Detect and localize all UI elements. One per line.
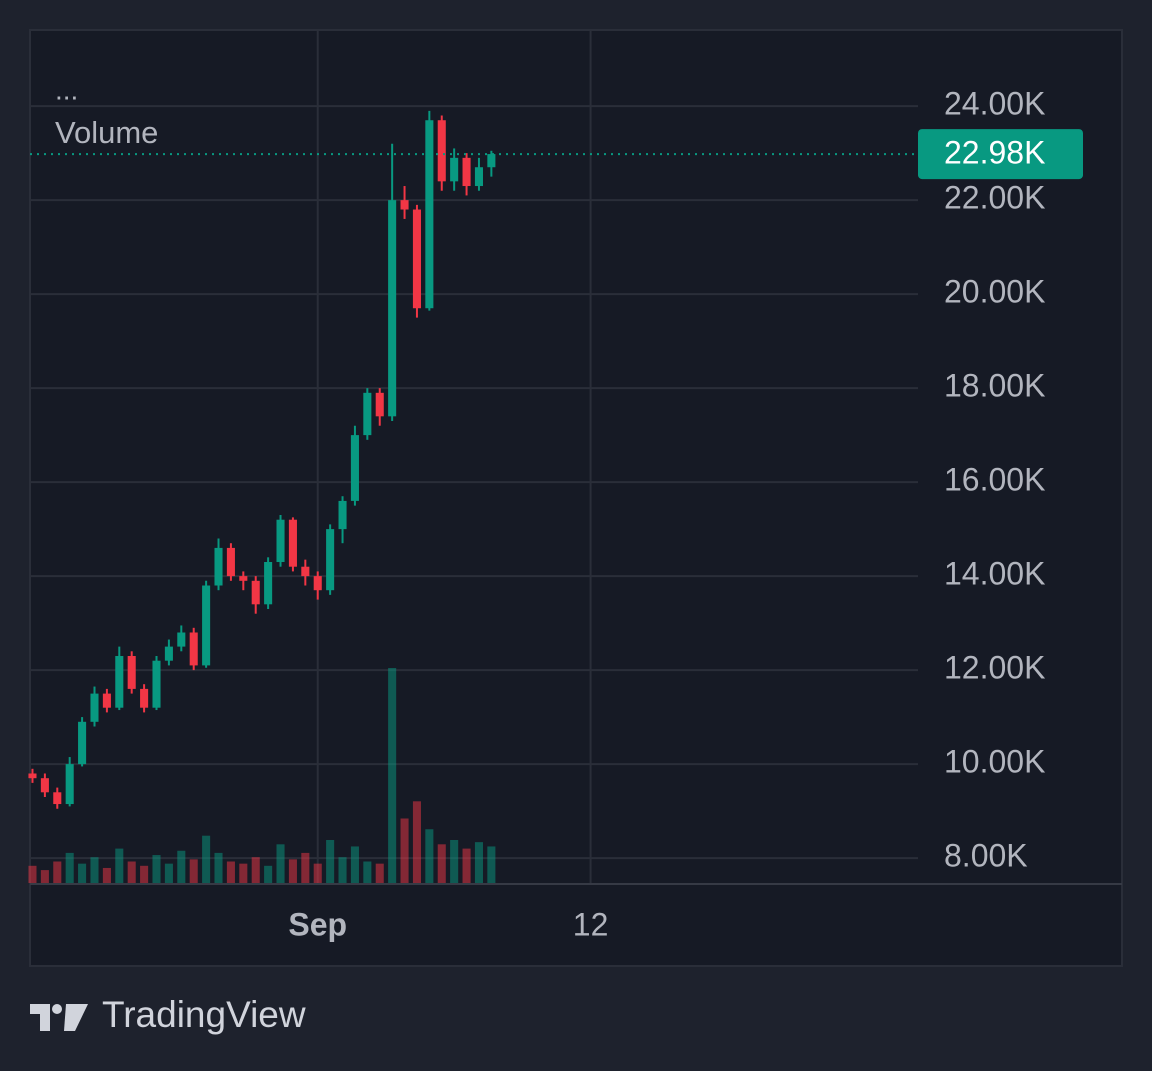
volume-bar bbox=[226, 861, 235, 883]
volume-bar bbox=[90, 857, 99, 883]
candle-body bbox=[177, 632, 186, 647]
volume-bar bbox=[78, 863, 87, 883]
candle-body bbox=[40, 778, 49, 793]
candle-body bbox=[375, 392, 384, 417]
candle-body bbox=[202, 585, 211, 666]
volume-bar bbox=[239, 863, 248, 883]
candle-body bbox=[338, 500, 347, 530]
brand-logo bbox=[30, 1004, 88, 1031]
volume-bar bbox=[214, 852, 223, 883]
volume-bar bbox=[301, 852, 310, 883]
y-tick-label: 16.00K bbox=[944, 462, 1045, 498]
volume-bar bbox=[251, 857, 260, 883]
volume-bar bbox=[313, 863, 322, 883]
volume-pane bbox=[28, 668, 496, 883]
volume-bar bbox=[425, 829, 434, 883]
volume-bar bbox=[127, 861, 136, 883]
candle-body bbox=[164, 646, 173, 661]
volume-label: Volume bbox=[55, 115, 158, 150]
volume-bar bbox=[350, 846, 359, 883]
candle-body bbox=[152, 660, 161, 708]
candle-body bbox=[264, 562, 273, 605]
volume-bar bbox=[363, 861, 372, 883]
candle-body bbox=[487, 154, 496, 168]
y-tick-label: 24.00K bbox=[944, 86, 1045, 122]
candle-body bbox=[226, 547, 235, 577]
grid bbox=[30, 30, 918, 883]
candle-body bbox=[276, 519, 285, 563]
y-tick-label: 18.00K bbox=[944, 368, 1045, 404]
candle-body bbox=[350, 435, 359, 501]
candle-body bbox=[400, 200, 409, 210]
volume-bar bbox=[177, 850, 186, 883]
candle-body bbox=[214, 547, 223, 586]
candle-body bbox=[78, 721, 87, 765]
candle-body bbox=[388, 200, 397, 417]
volume-bar bbox=[189, 859, 198, 883]
y-tick-label: 12.00K bbox=[944, 650, 1045, 686]
y-tick-label: 14.00K bbox=[944, 556, 1045, 592]
candle-body bbox=[437, 120, 446, 182]
candle-body bbox=[140, 688, 149, 708]
volume-bar bbox=[450, 840, 459, 883]
brand-name: TradingView bbox=[102, 994, 306, 1035]
price-tag bbox=[918, 129, 1083, 180]
volume-bar bbox=[375, 863, 384, 883]
candle-body bbox=[127, 656, 136, 689]
candles bbox=[28, 110, 496, 809]
candle-body bbox=[412, 209, 421, 309]
x-tick-label: 12 bbox=[573, 906, 609, 942]
x-tick-label: Sep bbox=[288, 906, 347, 942]
labels: 8.00K 10.00K 12.00K 14.00K 16.00K 18.00K 20.00… bbox=[30, 86, 1083, 942]
volume-bar bbox=[28, 865, 37, 883]
candle-body bbox=[102, 693, 111, 708]
candle-body bbox=[90, 693, 99, 722]
candle-body bbox=[65, 764, 74, 805]
candle-body bbox=[53, 792, 62, 805]
volume-bar bbox=[412, 801, 421, 883]
candle-body bbox=[189, 632, 198, 666]
candle-body bbox=[239, 576, 248, 581]
volume-bar bbox=[437, 844, 446, 883]
volume-bar bbox=[276, 844, 285, 883]
y-tick-label: 20.00K bbox=[944, 274, 1045, 310]
candle-body bbox=[28, 773, 37, 779]
candle-body bbox=[474, 167, 483, 187]
candle-body bbox=[462, 157, 471, 187]
candle-body bbox=[251, 580, 260, 605]
indicator-menu[interactable]: ... bbox=[55, 74, 78, 105]
volume-bar bbox=[487, 846, 496, 883]
volume-bar bbox=[474, 842, 483, 883]
volume-bar bbox=[288, 859, 297, 883]
volume-bar bbox=[388, 668, 397, 883]
price-tag-label: 22.98K bbox=[944, 135, 1045, 171]
volume-bar bbox=[338, 857, 347, 883]
volume-bar bbox=[400, 818, 409, 883]
volume-bar bbox=[115, 848, 124, 883]
candle-body bbox=[288, 519, 297, 567]
volume-bar bbox=[152, 855, 161, 883]
candle-body bbox=[313, 576, 322, 591]
volume-bar bbox=[65, 852, 74, 883]
candle-body bbox=[363, 392, 372, 436]
volume-bar bbox=[164, 863, 173, 883]
volume-bar bbox=[53, 861, 62, 883]
volume-bar bbox=[264, 865, 273, 883]
volume-bar bbox=[462, 848, 471, 883]
candle-body bbox=[301, 566, 310, 577]
candle-body bbox=[326, 529, 335, 591]
y-tick-label: 10.00K bbox=[944, 744, 1045, 780]
volume-bar bbox=[326, 840, 335, 883]
candle-body bbox=[425, 120, 434, 309]
candle-body bbox=[115, 656, 124, 708]
volume-bar bbox=[202, 835, 211, 883]
y-tick-label: 8.00K bbox=[944, 838, 1028, 874]
volume-bar bbox=[140, 865, 149, 883]
candle-body bbox=[450, 157, 459, 182]
chart-panel bbox=[29, 29, 1123, 967]
y-tick-label: 22.00K bbox=[944, 180, 1045, 216]
volume-bar bbox=[40, 870, 49, 883]
volume-bar bbox=[102, 867, 111, 883]
